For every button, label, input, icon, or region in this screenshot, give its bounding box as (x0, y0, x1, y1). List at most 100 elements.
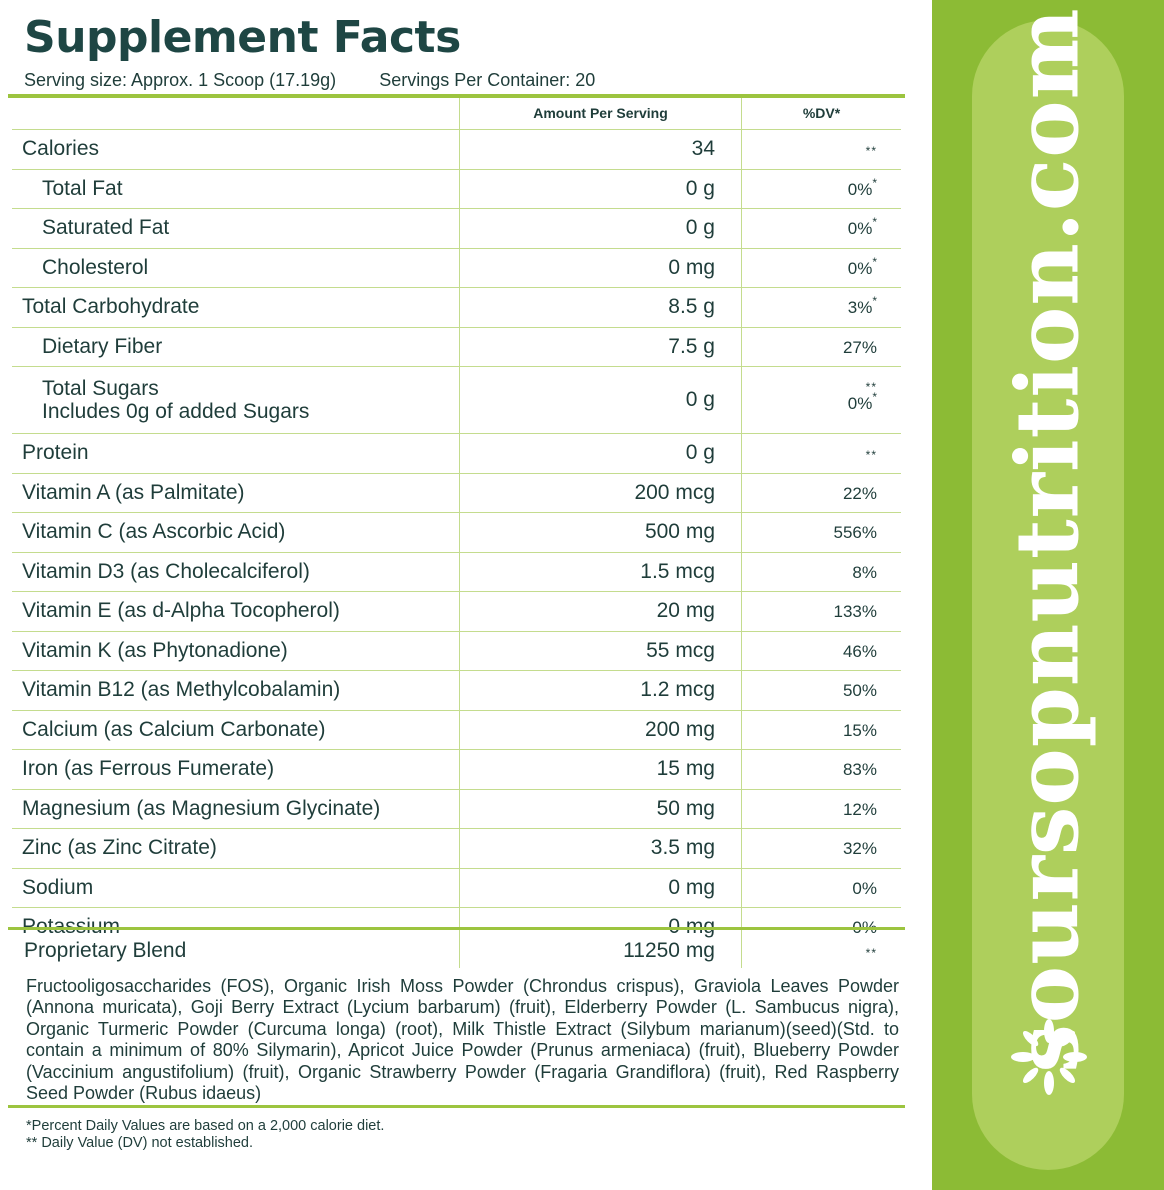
table-row-sugars: Total Sugars Includes 0g of added Sugars 0… (12, 367, 901, 434)
nutrient-dv: 3% (847, 298, 873, 317)
footnote-percent-dv: *Percent Daily Values are based on a 2,0… (26, 1118, 385, 1134)
nutrient-dv: 0% (852, 878, 877, 898)
nutrient-dv-cell: ** (742, 130, 901, 169)
nutrient-dv-cell: 15% (742, 711, 901, 750)
header-dv: %DV* (802, 105, 841, 121)
table-row: Zinc (as Zinc Citrate) 3.5 mg 32% (12, 829, 901, 869)
table-row: Total Carbohydrate 8.5 g 3%* (12, 288, 901, 328)
nutrient-dv-cell: 0%* (742, 209, 901, 248)
nutrient-dv: 22% (842, 483, 877, 503)
dv-footnote-mark: ** (865, 448, 877, 462)
nutrient-amount: 50 mg (460, 789, 742, 828)
nutrient-name: Vitamin D3 (as Cholecalciferol) (12, 552, 460, 591)
nutrient-name: Protein (12, 434, 460, 473)
sugars-label: Total Sugars (42, 377, 159, 400)
added-sugars-label: Includes 0g of added Sugars (42, 400, 310, 423)
blend-name: Proprietary Blend (12, 932, 460, 968)
nutrient-amount: 0 g (460, 209, 742, 248)
table-row: Total Fat 0 g 0%* (12, 169, 901, 209)
dv-footnote-mark: * (872, 390, 877, 404)
table-row: Calories 34 ** (12, 130, 901, 170)
serving-info: Serving size: Approx. 1 Scoop (17.19g) S… (24, 70, 595, 91)
servings-per-container: Servings Per Container: 20 (379, 70, 596, 90)
nutrient-name: Vitamin K (as Phytonadione) (12, 631, 460, 670)
nutrient-dv-cell: 0% (742, 869, 901, 908)
footnote-not-established: ** Daily Value (DV) not established. (26, 1135, 254, 1151)
table-row: Vitamin E (as d-Alpha Tocopherol) 20 mg 13… (12, 592, 901, 632)
dv-footnote-mark: * (872, 175, 877, 190)
nutrient-dv-cell: 3%* (742, 288, 901, 327)
dv-footnote-mark: * (872, 254, 877, 269)
nutrient-dv: 0% (847, 394, 873, 413)
nutrient-name: Magnesium (as Magnesium Glycinate) (12, 789, 460, 828)
nutrient-dv: 15% (842, 720, 877, 740)
nutrient-dv-cell: 133% (742, 592, 901, 631)
nutrient-dv-cell: 83% (742, 750, 901, 789)
nutrient-name: Vitamin A (as Palmitate) (12, 473, 460, 512)
table-row: Vitamin K (as Phytonadione) 55 mcg 46% (12, 631, 901, 671)
blend-divider (8, 927, 905, 930)
nutrient-dv: 133% (833, 602, 877, 621)
nutrient-dv: 8% (852, 562, 877, 582)
blend-amount: 11250 mg (460, 932, 742, 968)
page-title: Supplement Facts (24, 12, 461, 63)
table-row: Calcium (as Calcium Carbonate) 200 mg 15% (12, 710, 901, 750)
nutrient-table: Amount Per Serving %DV* Calories 34 ** Tota… (12, 98, 901, 947)
bottom-divider (8, 1105, 905, 1108)
table-header: Amount Per Serving %DV* (12, 98, 901, 130)
nutrient-dv: 556% (833, 523, 877, 542)
nutrient-amount: 55 mcg (460, 631, 742, 670)
nutrient-dv-cell: 32% (742, 829, 901, 868)
nutrient-dv: 32% (842, 839, 877, 858)
nutrient-dv: 83% (842, 760, 877, 779)
nutrient-amount: 7.5 g (460, 327, 742, 366)
nutrient-dv-cell: 27% (742, 328, 901, 367)
nutrient-dv: 0% (847, 258, 873, 278)
brand-name: soursopnutrition.com (997, 7, 1099, 1073)
nutrient-rows: Calories 34 ** Total Fat 0 g 0%* Saturated Fat… (12, 130, 901, 947)
nutrient-amount: 3.5 mg (460, 829, 742, 868)
supplement-facts-panel: Supplement Facts Serving size: Approx. 1… (8, 12, 905, 1151)
table-row: Sodium 0 mg 0% (12, 868, 901, 908)
nutrient-amount: 0 mg (460, 868, 742, 907)
nutrient-dv: 27% (842, 337, 877, 357)
nutrient-amount: 500 mg (460, 513, 742, 552)
nutrient-dv-cell: 556% (742, 513, 901, 552)
dv-footnote-mark: * (872, 294, 877, 308)
table-row: Iron (as Ferrous Fumerate) 15 mg 83% (12, 750, 901, 790)
table-row: Vitamin D3 (as Cholecalciferol) 1.5 mcg 8% (12, 552, 901, 592)
nutrient-amount: 0 g (460, 169, 742, 208)
nutrient-name: Cholesterol (12, 248, 460, 287)
serving-size: Serving size: Approx. 1 Scoop (17.19g) (24, 70, 337, 90)
nutrient-dv-cell: 12% (742, 790, 901, 829)
table-row: Saturated Fat 0 g 0%* (12, 209, 901, 249)
nutrient-amount: 0 mg (460, 248, 742, 287)
nutrient-dv-cell: ** 0%* (742, 367, 901, 433)
nutrient-amount: 34 (460, 130, 742, 169)
nutrient-dv: 0% (847, 219, 873, 238)
nutrient-name: Dietary Fiber (12, 327, 460, 366)
nutrient-dv: 0% (847, 179, 873, 199)
dv-footnote-mark: * (872, 215, 877, 229)
nutrient-amount: 20 mg (460, 592, 742, 631)
nutrient-dv: 12% (842, 799, 877, 819)
table-row: Vitamin C (as Ascorbic Acid) 500 mg 556% (12, 513, 901, 553)
starburst-icon (1011, 1019, 1087, 1095)
table-row: Dietary Fiber 7.5 g 27% (12, 327, 901, 367)
table-row: Cholesterol 0 mg 0%* (12, 248, 901, 288)
nutrient-amount: 8.5 g (460, 288, 742, 327)
nutrient-name: Sodium (12, 868, 460, 907)
brand-pill (972, 20, 1124, 1170)
blend-mark: ** (865, 946, 877, 960)
nutrient-name: Vitamin B12 (as Methylcobalamin) (12, 671, 460, 710)
nutrient-name: Vitamin E (as d-Alpha Tocopherol) (12, 592, 460, 631)
table-row: Protein 0 g ** (12, 434, 901, 474)
nutrient-name: Calcium (as Calcium Carbonate) (12, 710, 460, 749)
nutrient-dv-cell: 8% (742, 553, 901, 592)
header-amount: Amount Per Serving (460, 98, 742, 129)
nutrient-amount: 200 mg (460, 710, 742, 749)
ingredients-list: Fructooligosaccharides (FOS), Organic Ir… (26, 976, 899, 1104)
nutrient-name: Total Sugars Includes 0g of added Sugars (12, 367, 460, 433)
nutrient-amount: 200 mcg (460, 473, 742, 512)
sugars-dv-line: 0%* (742, 390, 877, 414)
